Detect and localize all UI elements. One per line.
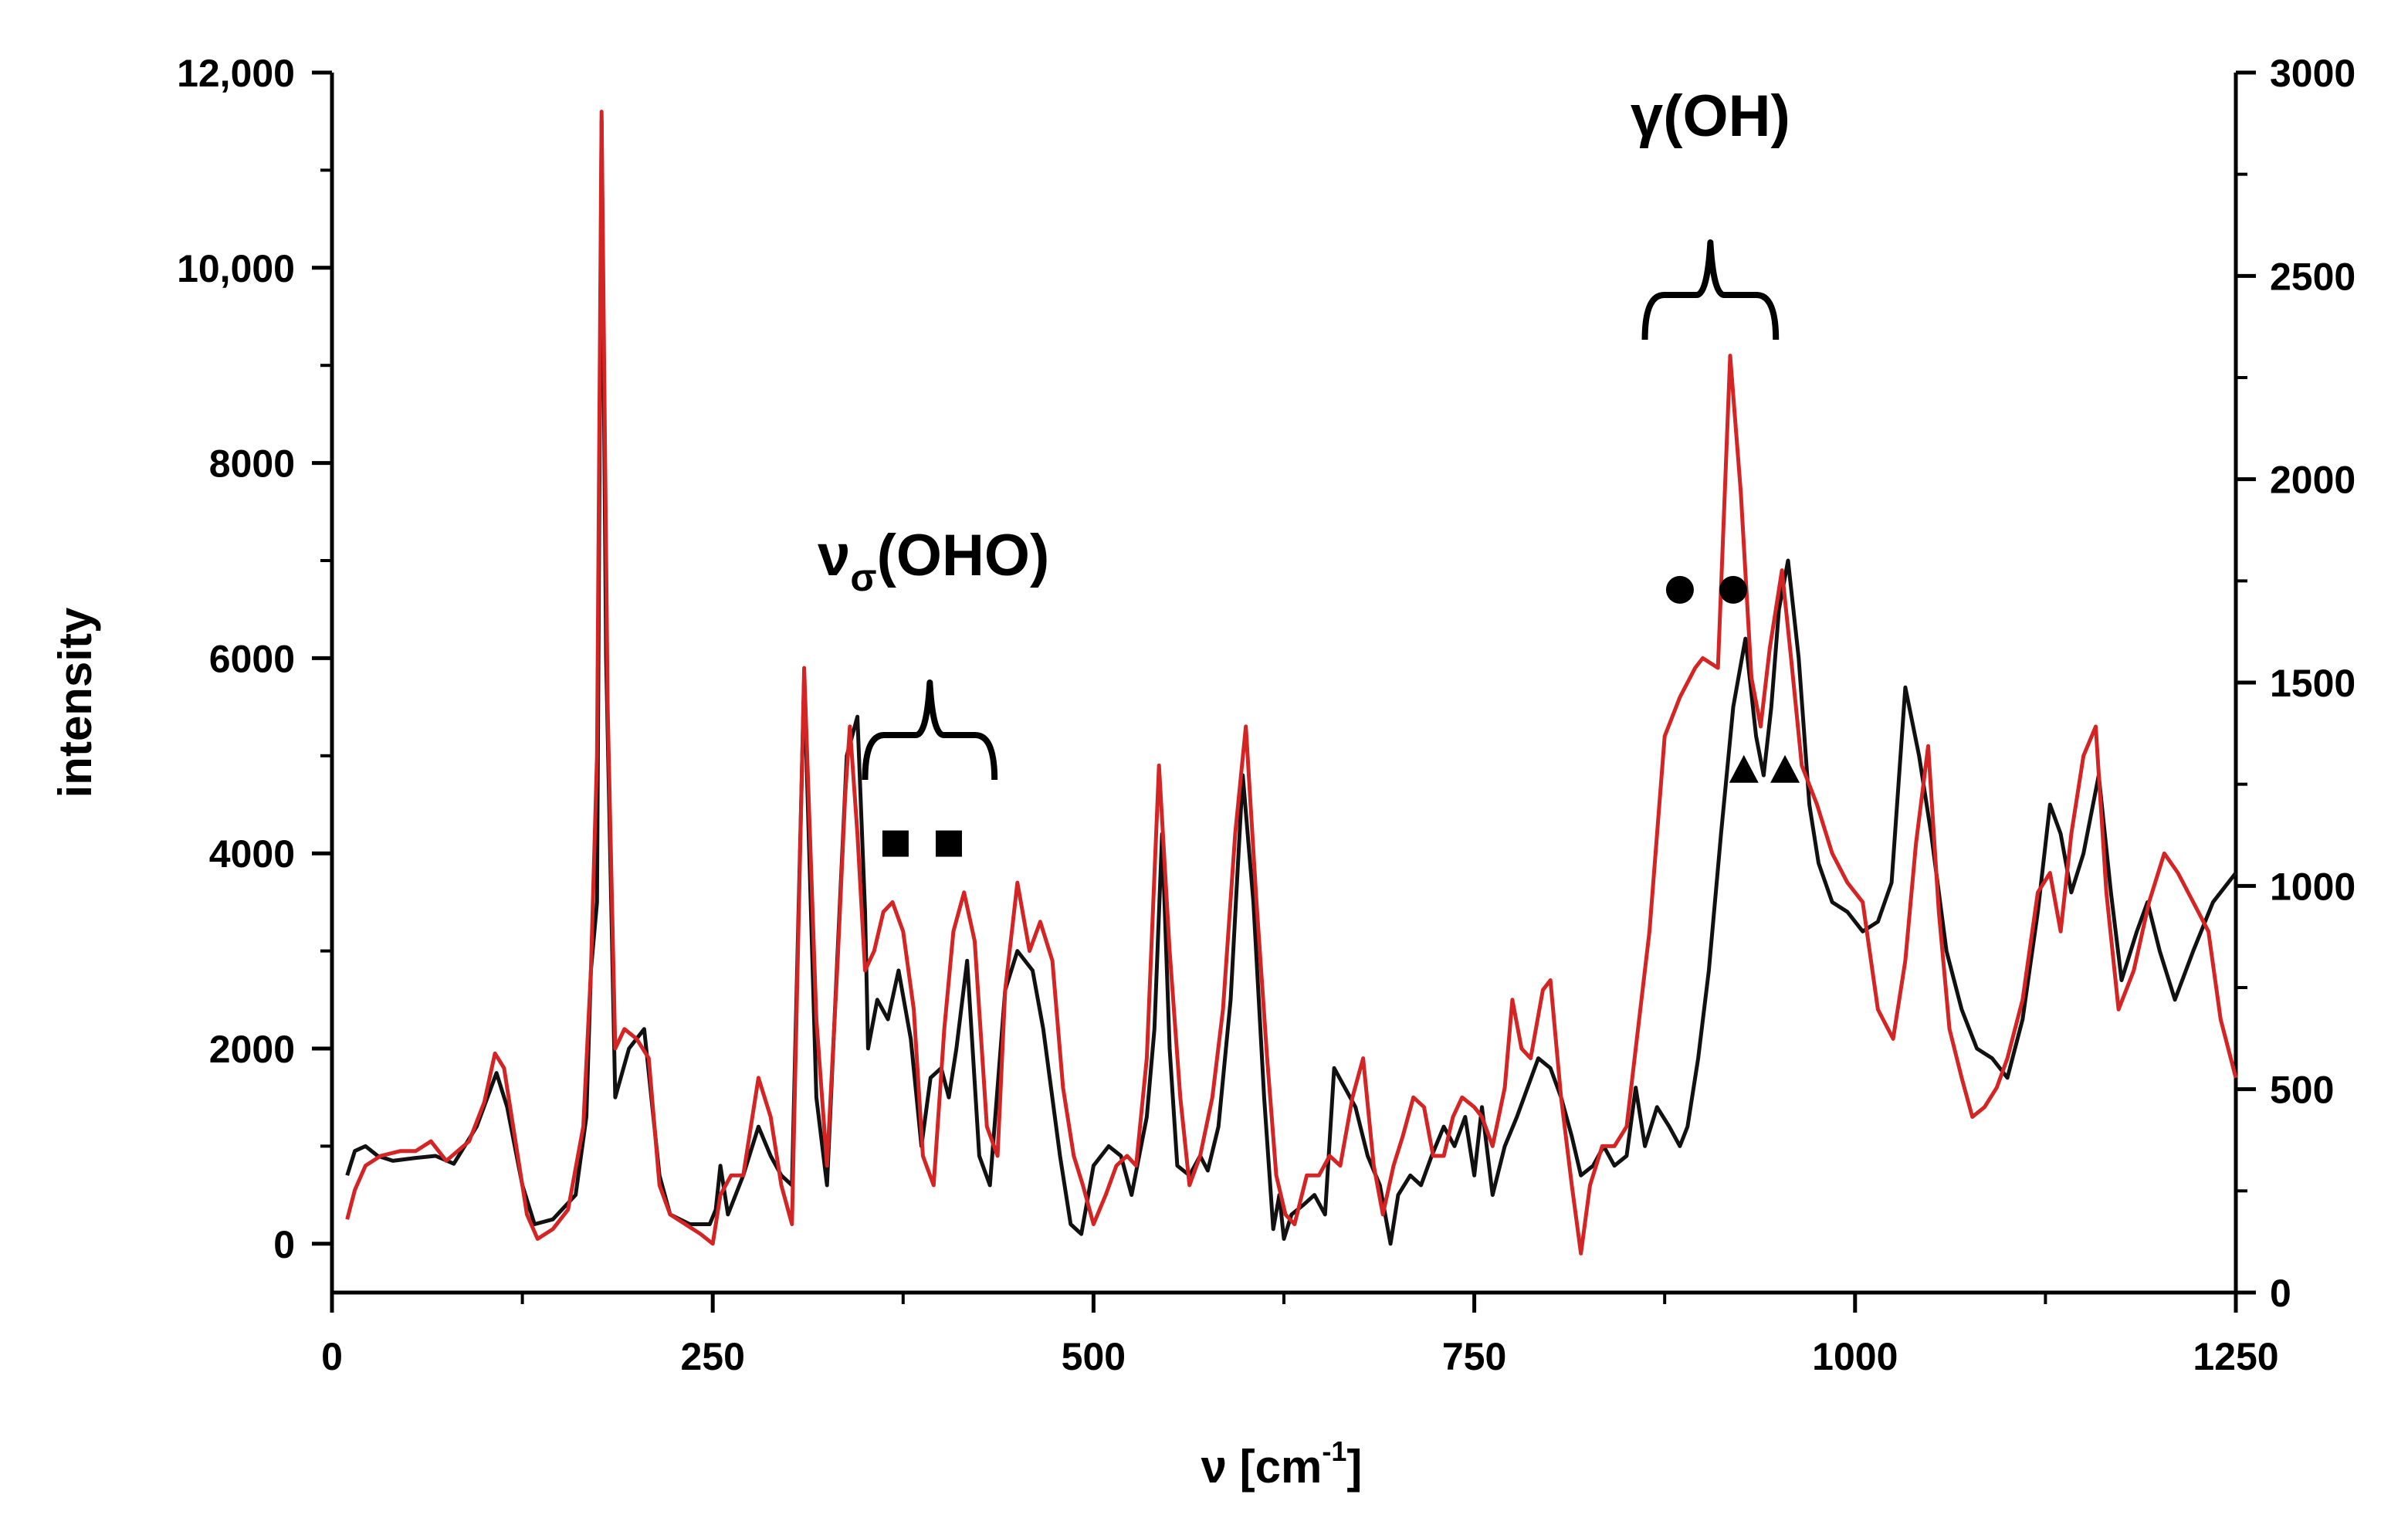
y-right-tick-label: 1500 [2270, 662, 2356, 705]
y-right-tick-label: 0 [2270, 1272, 2291, 1315]
x-tick-label: 1250 [2193, 1335, 2278, 1378]
x-tick-label: 750 [1442, 1335, 1506, 1378]
red-spectrum-line [345, 110, 2238, 1255]
black-spectrum-line [345, 119, 2237, 1246]
y-right-tick-label: 2000 [2270, 459, 2356, 502]
y-left-tick-label: 10,000 [177, 247, 295, 290]
y-right-tick-label: 500 [2270, 1069, 2334, 1112]
oh-band-label: γ(OH) [1631, 83, 1790, 149]
y-right-tick-label: 1000 [2270, 865, 2356, 908]
series-layer [345, 110, 2238, 1255]
oho-band-label: νσ(OHO) [818, 523, 1049, 599]
oh-bracket [1641, 239, 1780, 341]
y-axis-title: intensity [49, 607, 101, 798]
square-marker [935, 830, 962, 857]
x-tick-label: 1000 [1812, 1335, 1898, 1378]
triangle-marker [1770, 754, 1800, 783]
x-tick-label: 500 [1062, 1335, 1126, 1378]
y-left-tick-label: 6000 [209, 637, 295, 680]
square-marker [882, 830, 909, 857]
x-axis-title-main: ν [cm [1201, 1441, 1323, 1493]
x-axis-title-close: ] [1346, 1441, 1362, 1493]
x-axis-title-superscript: -1 [1322, 1435, 1346, 1467]
y-left-tick-label: 0 [273, 1223, 295, 1266]
oho-bracket [862, 679, 998, 781]
y-left-tick-label: 2000 [209, 1028, 295, 1071]
y-left-tick-label: 8000 [209, 442, 295, 486]
x-axis-title: ν [cm-1] [1201, 1435, 1363, 1493]
axes-layer: 0 250 500 750 1000 1250 0 2000 4000 6000 8000 10,00… [177, 52, 2356, 1378]
annotation-layer: νσ(OHO) γ(OH) [818, 83, 1790, 781]
y-left-tick-label: 12,000 [177, 52, 295, 95]
circle-marker [1719, 575, 1747, 604]
triangle-marker [1729, 754, 1759, 783]
y-right-tick-label: 3000 [2270, 52, 2356, 95]
circle-marker [1665, 575, 1694, 604]
y-right-tick-label: 2500 [2270, 255, 2356, 298]
x-tick-label: 0 [321, 1335, 343, 1378]
marker-layer [882, 575, 1800, 857]
x-tick-label: 250 [680, 1335, 744, 1378]
y-left-tick-label: 4000 [209, 832, 295, 876]
